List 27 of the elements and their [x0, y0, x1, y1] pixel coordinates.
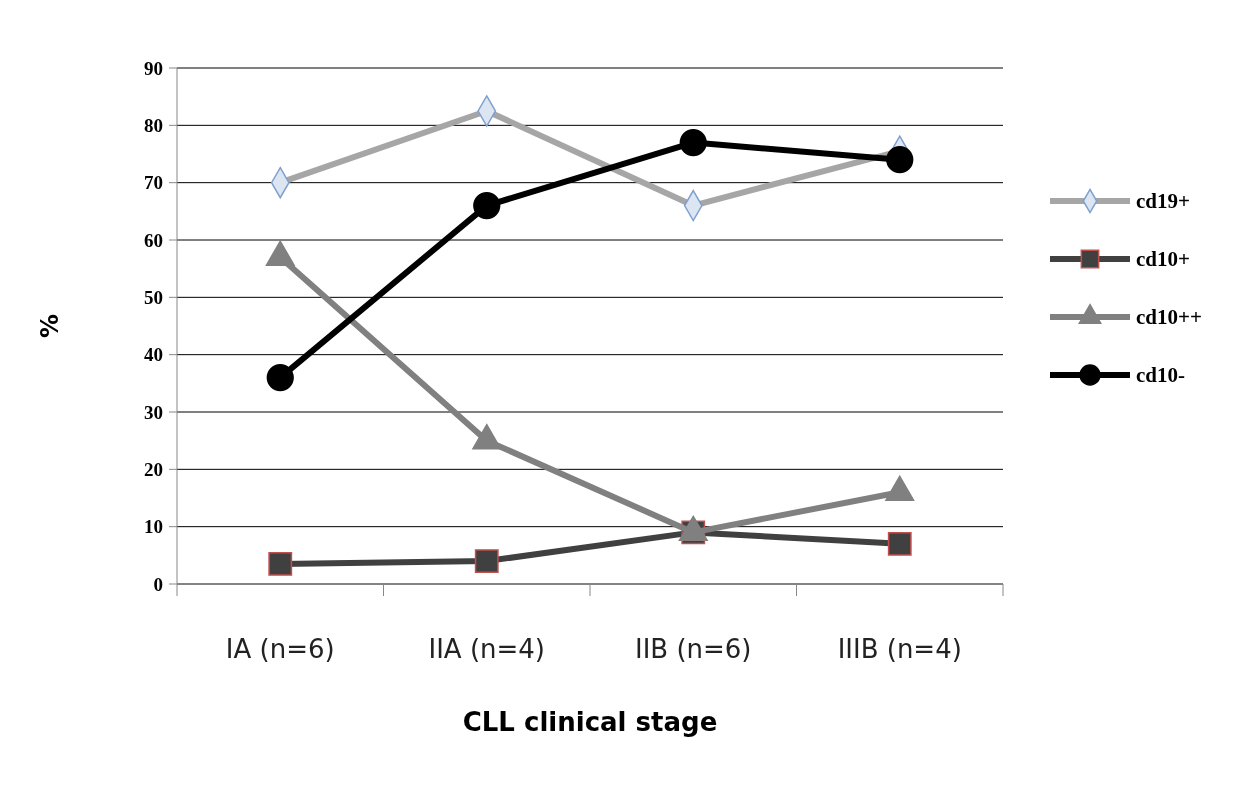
- y-tick-label: 70: [144, 172, 163, 194]
- y-tick-label: 90: [144, 57, 163, 79]
- y-tick-label: 40: [144, 344, 163, 366]
- legend-label: cd10++: [1136, 305, 1202, 330]
- point: [473, 192, 501, 220]
- x-tick-label: IA (n=6): [225, 634, 335, 664]
- point: [268, 552, 293, 576]
- y-tick-label: 0: [153, 573, 163, 595]
- point: [887, 531, 912, 556]
- x-tick-label: IIB (n=6): [634, 634, 752, 664]
- x-tick-label: IIA (n=4): [428, 634, 545, 664]
- y-tick-label: 10: [144, 516, 163, 538]
- x-tick-label: IIIB (n=4): [837, 634, 962, 664]
- point: [886, 146, 914, 174]
- y-tick-label: 80: [144, 114, 163, 136]
- y-tick-label: 50: [144, 286, 163, 308]
- legend-label: cd10+: [1136, 247, 1190, 272]
- y-tick-label: 60: [144, 229, 163, 251]
- point: [266, 364, 294, 392]
- x-axis-title: CLL clinical stage: [462, 707, 718, 737]
- point: [474, 549, 499, 573]
- legend-label: cd19+: [1136, 189, 1190, 214]
- y-axis-title: %: [36, 313, 64, 339]
- point: [679, 128, 707, 157]
- y-tick-label: 20: [144, 458, 163, 480]
- y-tick-label: 30: [144, 401, 163, 423]
- legend-label: cd10-: [1136, 363, 1185, 388]
